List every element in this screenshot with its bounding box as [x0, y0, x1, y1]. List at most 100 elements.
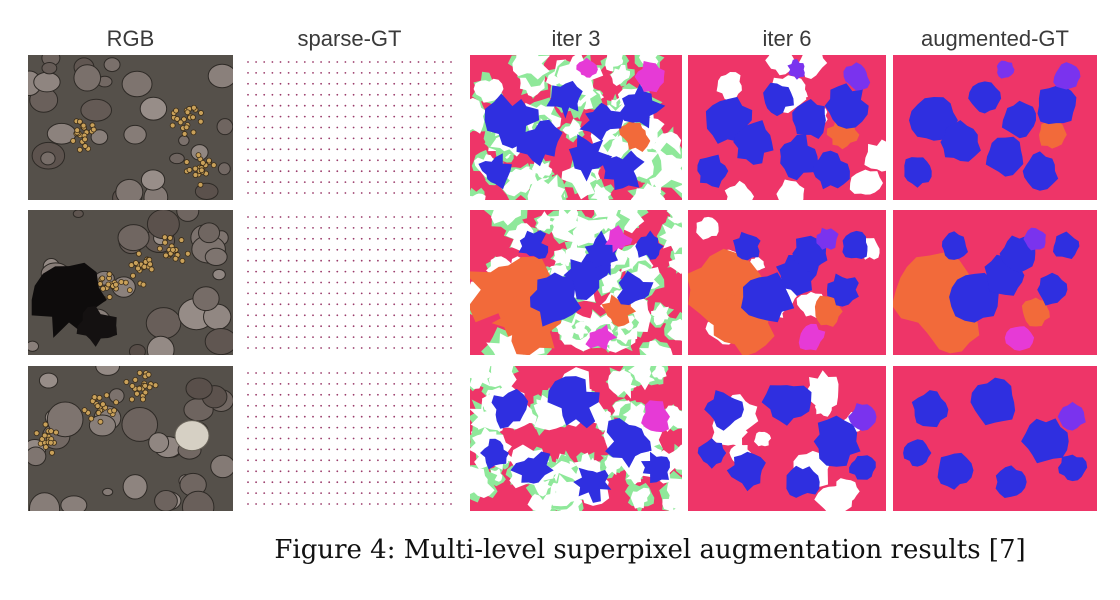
sparse-label-point	[344, 393, 347, 396]
sparse-label-point	[271, 314, 274, 317]
sparse-label-point	[450, 227, 452, 229]
sparse-label-point	[279, 448, 282, 451]
coral-polyp	[141, 263, 148, 270]
sparse-label-point	[328, 170, 331, 173]
sparse-label-point	[360, 347, 363, 349]
panel-rgb-row-1	[28, 55, 233, 200]
sparse-label-point	[336, 115, 339, 118]
sparse-label-point	[344, 503, 347, 505]
sparse-label-point	[425, 336, 428, 338]
column-header-rgb: RGB	[106, 26, 155, 51]
sparse-label-point	[255, 181, 257, 183]
sparse-label-point	[360, 248, 363, 251]
sparse-label-point	[360, 72, 363, 74]
sparse-label-point	[247, 281, 249, 284]
blue-class-region	[763, 82, 794, 117]
panel-image	[242, 210, 457, 355]
sparse-label-point	[255, 227, 257, 229]
purple-class-region	[1053, 62, 1081, 90]
sparse-label-point	[352, 281, 355, 284]
sparse-label-point	[433, 270, 436, 273]
sparse-label-point	[368, 270, 371, 273]
sparse-label-point	[336, 459, 339, 462]
sparse-label-point	[352, 314, 355, 317]
sparse-label-point	[271, 281, 274, 284]
sparse-label-point	[368, 470, 371, 473]
sparse-label-point	[360, 459, 363, 462]
sparse-label-point	[417, 216, 420, 218]
sparse-label-point	[271, 170, 274, 173]
sparse-label-point	[377, 72, 379, 74]
sparse-label-point	[279, 383, 282, 385]
blue-class-region	[618, 83, 666, 129]
sparse-label-point	[336, 61, 339, 63]
rock	[146, 210, 180, 240]
sparse-label-point	[433, 426, 436, 429]
sparse-label-point	[295, 192, 298, 194]
sparse-label-point	[263, 325, 266, 328]
sparse-label-point	[336, 404, 339, 407]
sparse-label-point	[393, 503, 396, 505]
sparse-label-point	[312, 148, 314, 151]
column-header-sparse-gt: sparse-GT	[297, 26, 402, 51]
unlabeled-region	[666, 210, 682, 224]
sparse-label-point	[263, 303, 266, 306]
sparse-label-point	[352, 216, 355, 218]
sparse-label-point	[271, 115, 274, 118]
sparse-label-point	[417, 383, 420, 385]
sparse-label-point	[247, 82, 249, 85]
sparse-label-point	[401, 325, 404, 328]
sparse-label-point	[393, 448, 396, 451]
sparse-label-point	[271, 216, 274, 218]
coral-polyp	[172, 255, 179, 262]
sparse-label-point	[450, 347, 452, 349]
sparse-label-point	[450, 404, 452, 407]
coral-polyp	[191, 104, 197, 111]
sparse-label-point	[352, 336, 355, 338]
sparse-label-point	[385, 148, 387, 151]
sparse-label-point	[279, 372, 282, 374]
sparse-label-point	[328, 248, 331, 251]
rock	[178, 135, 190, 147]
sparse-label-point	[255, 93, 257, 96]
sparse-label-point	[303, 437, 306, 440]
sparse-label-point	[328, 93, 331, 96]
sparse-label-point	[352, 459, 355, 462]
sparse-label-point	[377, 137, 379, 140]
sparse-label-point	[287, 248, 290, 251]
sparse-label-point	[328, 259, 331, 262]
blue-class-region	[563, 250, 611, 300]
sparse-label-point	[247, 61, 249, 63]
sparse-label-point	[385, 415, 387, 418]
sparse-label-point	[247, 137, 249, 140]
coral-polyp	[210, 162, 217, 169]
sparse-label-point	[425, 383, 428, 385]
sparse-label-point	[425, 148, 428, 151]
sparse-label-point	[312, 448, 314, 451]
sparse-label-point	[320, 336, 322, 338]
coral-polyp	[70, 137, 77, 144]
blue-class-region	[1037, 85, 1077, 125]
sparse-label-point	[287, 227, 290, 229]
sparse-label-point	[409, 292, 412, 295]
sparse-label-point	[401, 383, 404, 385]
sparse-label-point	[295, 170, 298, 173]
sparse-label-point	[409, 303, 412, 306]
sparse-label-point	[377, 115, 379, 118]
coral-polyp	[198, 110, 204, 116]
sparse-label-point	[303, 404, 306, 407]
sparse-label-point	[295, 148, 298, 151]
sparse-label-point	[312, 459, 314, 462]
sparse-label-point	[377, 426, 379, 429]
sparse-label-point	[328, 303, 331, 306]
sparse-label-point	[303, 415, 306, 418]
sparse-label-point	[385, 82, 387, 85]
coral-polyp	[118, 279, 125, 285]
sparse-label-point	[377, 372, 379, 374]
sparse-label-point	[442, 181, 444, 183]
sparse-label-point	[385, 393, 387, 396]
sparse-label-point	[271, 415, 274, 418]
sparse-label-point	[271, 336, 274, 338]
sparse-label-point	[368, 383, 371, 385]
sparse-label-point	[442, 248, 444, 251]
